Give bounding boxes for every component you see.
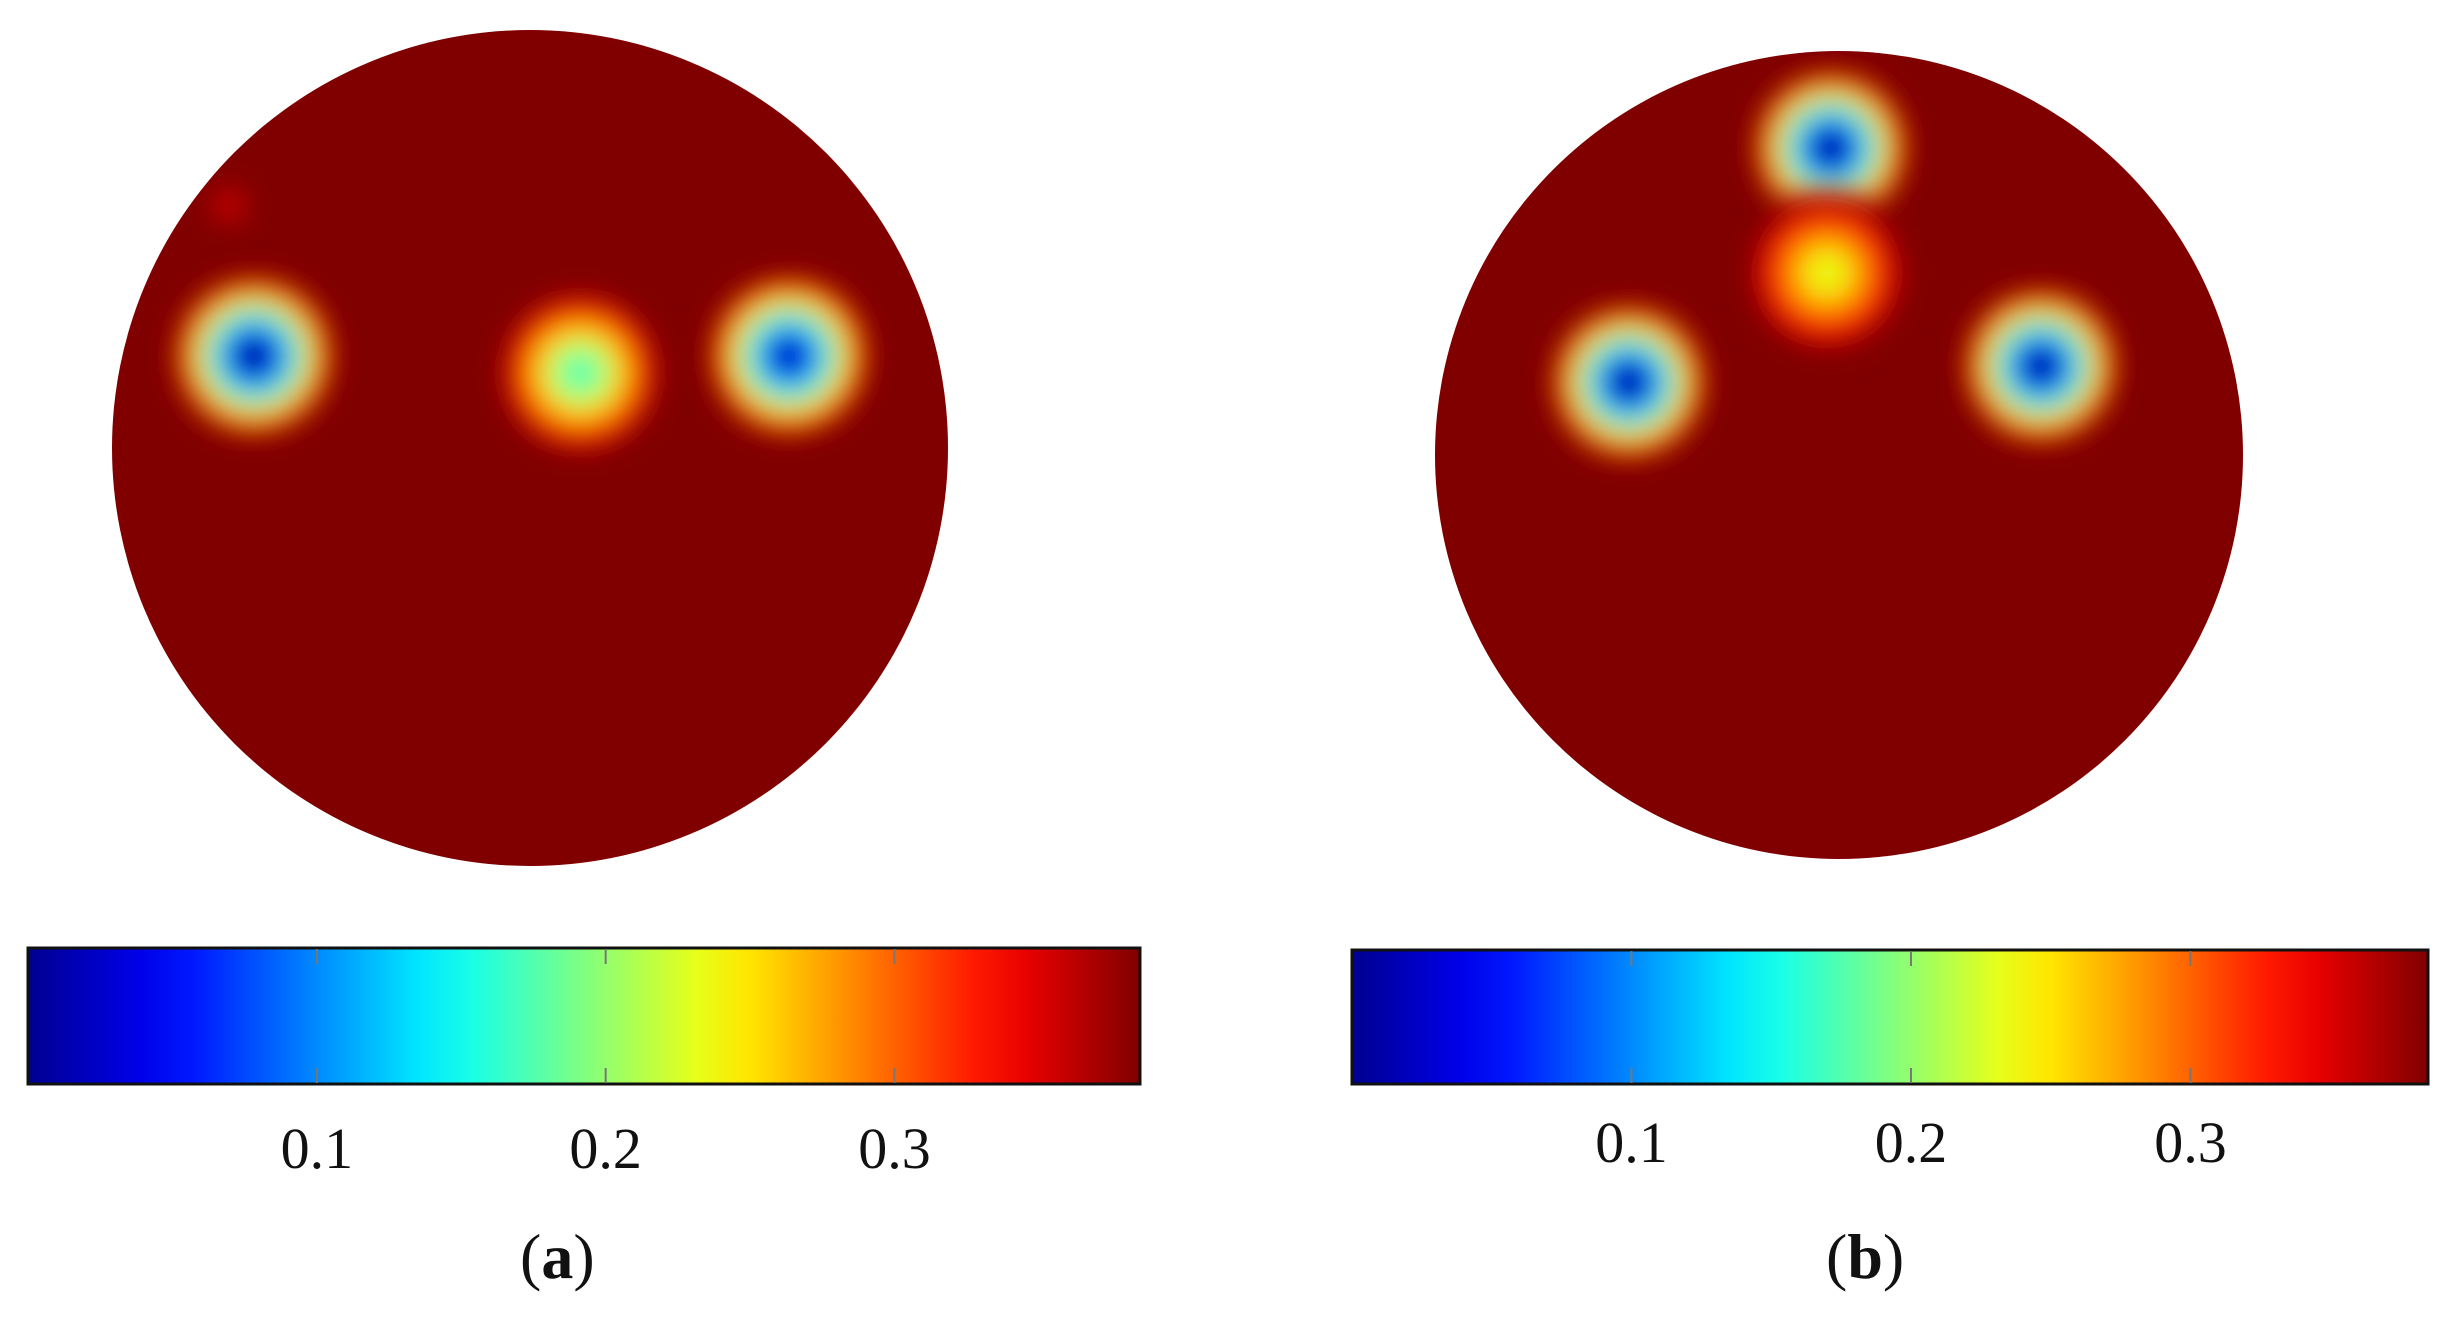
inclusion-3 xyxy=(208,184,250,227)
inclusion-1 xyxy=(1746,192,1908,354)
inclusion-3-ring xyxy=(2023,348,2059,384)
panel-a: 0.1 0.2 0.3 (a) xyxy=(0,0,1228,1323)
caption-a-letter: a xyxy=(541,1221,574,1292)
inclusion-0 xyxy=(170,272,338,440)
colorbar-tick-label: 0.1 xyxy=(281,1116,354,1181)
inclusion-2 xyxy=(705,272,873,440)
inclusion-1-ring xyxy=(561,354,599,392)
caption-a-open: ( xyxy=(520,1221,542,1292)
inclusion-3 xyxy=(1960,285,2122,447)
colorbar xyxy=(1350,948,2430,1086)
colorbar-tick-label: 0.1 xyxy=(1595,1110,1668,1175)
inclusion-2 xyxy=(1548,301,1710,464)
caption-b-open: ( xyxy=(1826,1221,1848,1292)
colorbar-tick-label: 0.3 xyxy=(2154,1110,2227,1175)
inclusion-1 xyxy=(496,289,664,457)
chart-a: 0.1 0.2 0.3 xyxy=(26,30,1142,1181)
caption-a-close: ) xyxy=(573,1221,595,1292)
inclusions-group xyxy=(1548,67,2122,464)
caption-b-close: ) xyxy=(1882,1221,1905,1292)
caption-a: (a) xyxy=(520,1220,595,1294)
inclusion-0-ring xyxy=(235,337,273,375)
inclusions-group xyxy=(170,184,873,457)
panel-b: 0.1 0.2 0.3 (b) xyxy=(1228,0,2457,1323)
field-disk xyxy=(1435,51,2243,859)
colorbar xyxy=(26,946,1142,1086)
colorbar-tick-label: 0.2 xyxy=(1875,1110,1948,1175)
inclusion-0-ring xyxy=(1813,130,1849,166)
colorbar-tick-label: 0.2 xyxy=(569,1116,642,1181)
colorbar-tick-label: 0.3 xyxy=(858,1116,931,1181)
caption-b-letter: b xyxy=(1847,1221,1883,1292)
inclusion-2-ring xyxy=(770,337,808,375)
inclusion-1-ring xyxy=(1809,255,1845,291)
field-disk xyxy=(112,30,948,866)
inclusion-2-ring xyxy=(1611,364,1647,401)
chart-b: 0.1 0.2 0.3 xyxy=(1350,51,2430,1175)
caption-b: (b) xyxy=(1826,1220,1904,1294)
inclusion-0 xyxy=(1750,67,1912,229)
inclusion-3-ring xyxy=(224,200,234,211)
